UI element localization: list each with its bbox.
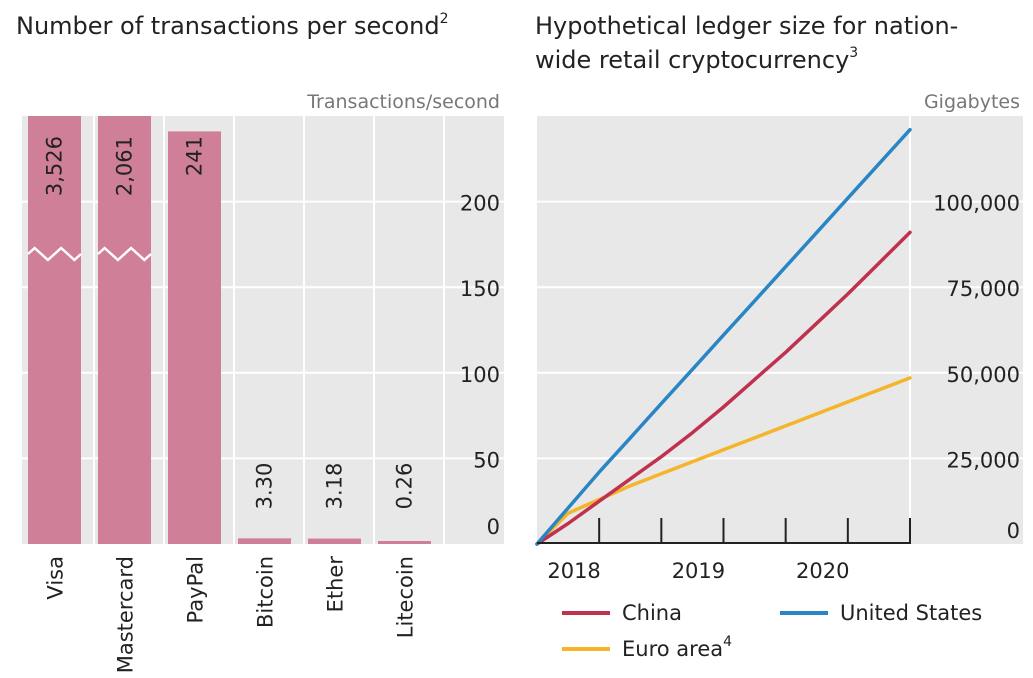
left-y-tick-labels: 0 50 100 150 200 bbox=[460, 192, 500, 539]
legend-label-china: China bbox=[622, 601, 682, 625]
right-plot-background bbox=[537, 116, 1023, 544]
bar-category-label: Visa bbox=[44, 556, 68, 600]
right-y-tick-label: 50,000 bbox=[947, 363, 1020, 387]
bar-value-label: 2,061 bbox=[113, 136, 137, 196]
right-y-tick-labels: 0 25,000 50,000 75,000 100,000 bbox=[933, 192, 1020, 543]
bar-value-label: 241 bbox=[183, 136, 207, 176]
bar-bitcoin bbox=[238, 538, 291, 544]
bar-litecoin bbox=[378, 541, 431, 544]
right-x-tick-label: 2020 bbox=[796, 559, 849, 583]
left-y-tick-label: 0 bbox=[487, 515, 500, 539]
bar-category-label: Ether bbox=[324, 556, 348, 613]
bar-value-label: 3.30 bbox=[253, 463, 277, 510]
line-series-china bbox=[535, 230, 912, 546]
bar-mastercard bbox=[98, 116, 151, 544]
legend-label-united-states: United States bbox=[840, 601, 982, 625]
bar-paypal bbox=[168, 131, 221, 544]
right-y-tick-label: 75,000 bbox=[947, 277, 1020, 301]
bar-value-labels: 3,526 2,061 241 3.30 3.18 0.26 bbox=[43, 136, 417, 509]
left-chart-title: Number of transactions per second2 bbox=[16, 11, 449, 40]
right-x-tick-label: 2019 bbox=[672, 559, 725, 583]
left-title-footnote: 2 bbox=[440, 11, 449, 27]
bar-visa bbox=[28, 116, 81, 544]
left-y-tick-label: 200 bbox=[460, 192, 500, 216]
axis-break-mark bbox=[27, 246, 82, 262]
bar-value-label: 3.18 bbox=[323, 463, 347, 510]
line-series bbox=[535, 116, 1023, 546]
axis-break-mark bbox=[97, 246, 152, 262]
right-y-tick-label: 100,000 bbox=[933, 192, 1020, 216]
legend-label-euro-area: Euro area4 bbox=[622, 634, 732, 661]
bar-category-label: Litecoin bbox=[394, 556, 418, 638]
right-title-footnote: 3 bbox=[849, 45, 858, 61]
right-x-tick-label: 2018 bbox=[547, 559, 600, 583]
bar-category-labels: Visa Mastercard PayPal Bitcoin Ether Litecoin bbox=[44, 556, 418, 674]
right-chart-title-line1: Hypothetical ledger size for nation- bbox=[535, 12, 958, 40]
left-y-tick-label: 100 bbox=[460, 363, 500, 387]
bar-category-label: Bitcoin bbox=[254, 556, 278, 628]
bar-value-label: 0.26 bbox=[393, 463, 417, 510]
bar-ether bbox=[308, 538, 361, 544]
bar-category-label: Mastercard bbox=[114, 556, 138, 673]
legend: China United States Euro area4 bbox=[562, 601, 982, 661]
line-series-united-states bbox=[535, 127, 912, 546]
right-chart-title-line2: wide retail cryptocurrency3 bbox=[535, 45, 858, 74]
bar-series bbox=[27, 116, 431, 544]
right-x-axis: 2018 2019 2020 bbox=[537, 518, 911, 583]
left-y-tick-label: 50 bbox=[473, 448, 500, 472]
right-y-tick-label: 25,000 bbox=[947, 448, 1020, 472]
right-y-tick-label: 0 bbox=[1007, 519, 1020, 543]
bar-category-label: PayPal bbox=[184, 556, 208, 623]
bar-value-label: 3,526 bbox=[43, 136, 67, 196]
right-unit-label: Gigabytes bbox=[924, 91, 1020, 113]
left-y-tick-label: 150 bbox=[460, 277, 500, 301]
left-unit-label: Transactions/second bbox=[306, 91, 500, 113]
